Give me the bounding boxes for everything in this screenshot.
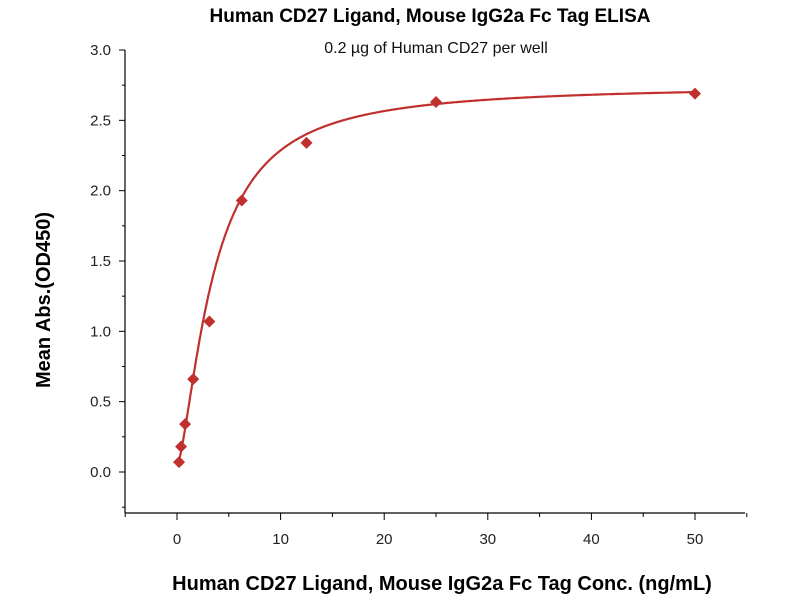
x-tick-label: 40 [583, 531, 600, 548]
y-tick-label: 0.5 [90, 394, 111, 411]
y-tick-label: 3.0 [90, 42, 111, 59]
data-point [187, 373, 200, 386]
x-tick-label: 10 [272, 531, 289, 548]
data-point [300, 136, 313, 149]
data-point [203, 315, 216, 328]
y-tick-label: 1.5 [90, 253, 111, 270]
data-point [430, 96, 442, 109]
data-point [175, 440, 188, 453]
chart-subtitle: 0.2 µg of Human CD27 per well [324, 40, 548, 57]
y-tick-label: 1.0 [90, 323, 111, 340]
x-tick-label: 0 [173, 531, 181, 548]
y-tick-label: 0.0 [90, 464, 111, 481]
y-tick-label: 2.0 [90, 183, 111, 200]
x-tick-label: 30 [479, 531, 496, 548]
y-axis-label: Mean Abs.(OD450) [33, 212, 55, 388]
fit-curve [177, 91, 695, 461]
x-tick-label: 20 [376, 531, 393, 548]
chart-title: Human CD27 Ligand, Mouse IgG2a Fc Tag EL… [210, 6, 651, 27]
x-tick-label: 50 [687, 531, 704, 548]
data-point [235, 194, 248, 207]
data-point [179, 418, 192, 431]
data-point [173, 456, 186, 469]
x-axis-label: Human CD27 Ligand, Mouse IgG2a Fc Tag Co… [172, 573, 712, 595]
data-point [689, 87, 701, 100]
y-tick-label: 2.5 [90, 112, 111, 129]
